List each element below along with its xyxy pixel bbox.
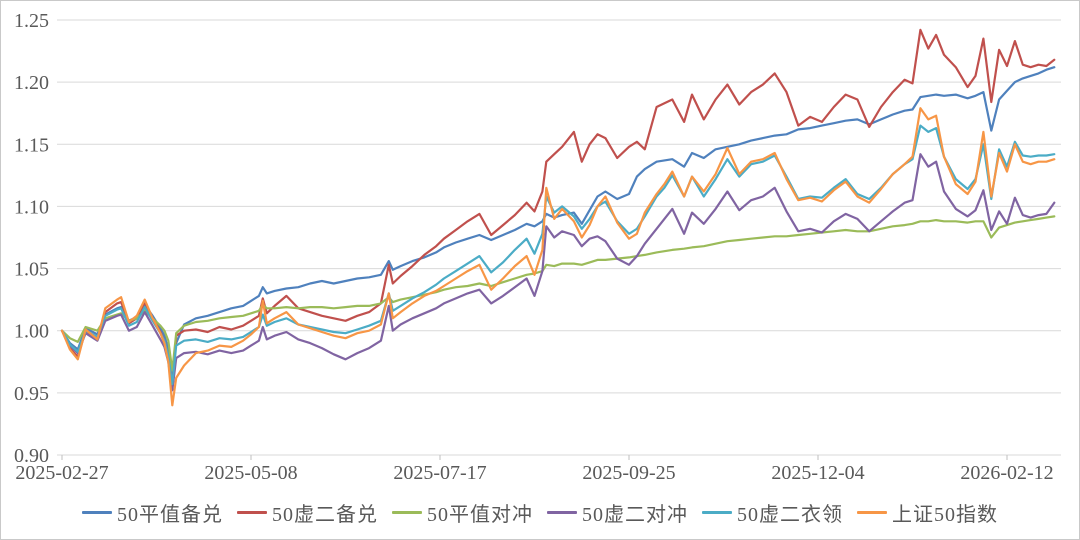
y-tick-label-1.15: 1.15 bbox=[14, 134, 49, 156]
series-line-50虚二对冲 bbox=[60, 153, 1056, 392]
gridlines bbox=[57, 19, 1061, 456]
legend-line-swatch bbox=[702, 511, 732, 514]
x-tick-label: 2026-02-12 bbox=[960, 462, 1053, 484]
x-tick-label: 2025-09-25 bbox=[582, 462, 675, 484]
y-axis-labels: 0.90 0.95 1.00 1.05 1.10 1.15 1.20 1.25 bbox=[14, 10, 49, 467]
y-tick-label-1.10: 1.10 bbox=[14, 196, 49, 218]
y-tick-label-0.90: 0.90 bbox=[14, 445, 49, 467]
series-line-上证50指数 bbox=[60, 107, 1056, 407]
y-tick-label-0.95: 0.95 bbox=[14, 383, 49, 405]
x-axis-tick-marks bbox=[61, 455, 1008, 460]
legend-label: 50平值对冲 bbox=[427, 504, 533, 526]
y-tick-label-1.00: 1.00 bbox=[14, 321, 49, 343]
x-tick-label: 2025-05-08 bbox=[204, 462, 297, 484]
legend-item-50虚二衣领[interactable]: 50虚二衣领 bbox=[702, 498, 843, 527]
legend-item-50平值备兑[interactable]: 50平值备兑 bbox=[82, 498, 223, 527]
series-line-50平值对冲 bbox=[60, 215, 1056, 372]
legend-label: 50虚二衣领 bbox=[737, 504, 843, 526]
legend-label: 50虚二对冲 bbox=[582, 504, 688, 526]
legend-label: 上证50指数 bbox=[892, 504, 998, 526]
legend-item-上证50指数[interactable]: 上证50指数 bbox=[857, 498, 998, 527]
series-lines bbox=[60, 28, 1056, 407]
x-tick-label: 2025-07-17 bbox=[393, 462, 486, 484]
chart-legend: 50平值备兑 50虚二备兑 50平值对冲 50虚二对冲 50虚二衣领 上证50指数 bbox=[1, 498, 1079, 527]
legend-item-50虚二备兑[interactable]: 50虚二备兑 bbox=[237, 498, 378, 527]
y-tick-label-1.25: 1.25 bbox=[14, 10, 49, 32]
legend-line-swatch bbox=[547, 511, 577, 514]
legend-line-swatch bbox=[392, 511, 422, 514]
series-line-50虚二备兑 bbox=[60, 28, 1056, 387]
y-tick-label-1.05: 1.05 bbox=[14, 259, 49, 281]
legend-label: 50平值备兑 bbox=[117, 504, 223, 526]
x-tick-label: 2025-02-27 bbox=[15, 462, 108, 484]
y-tick-label-1.20: 1.20 bbox=[14, 72, 49, 94]
x-tick-label: 2025-12-04 bbox=[771, 462, 864, 484]
legend-line-swatch bbox=[237, 511, 267, 514]
legend-label: 50虚二备兑 bbox=[272, 504, 378, 526]
legend-line-swatch bbox=[857, 511, 887, 514]
legend-item-50虚二对冲[interactable]: 50虚二对冲 bbox=[547, 498, 688, 527]
legend-item-50平值对冲[interactable]: 50平值对冲 bbox=[392, 498, 533, 527]
x-axis-labels: 2025-02-27 2025-05-08 2025-07-17 2025-09-25… bbox=[15, 462, 1053, 484]
legend-line-swatch bbox=[82, 511, 112, 514]
